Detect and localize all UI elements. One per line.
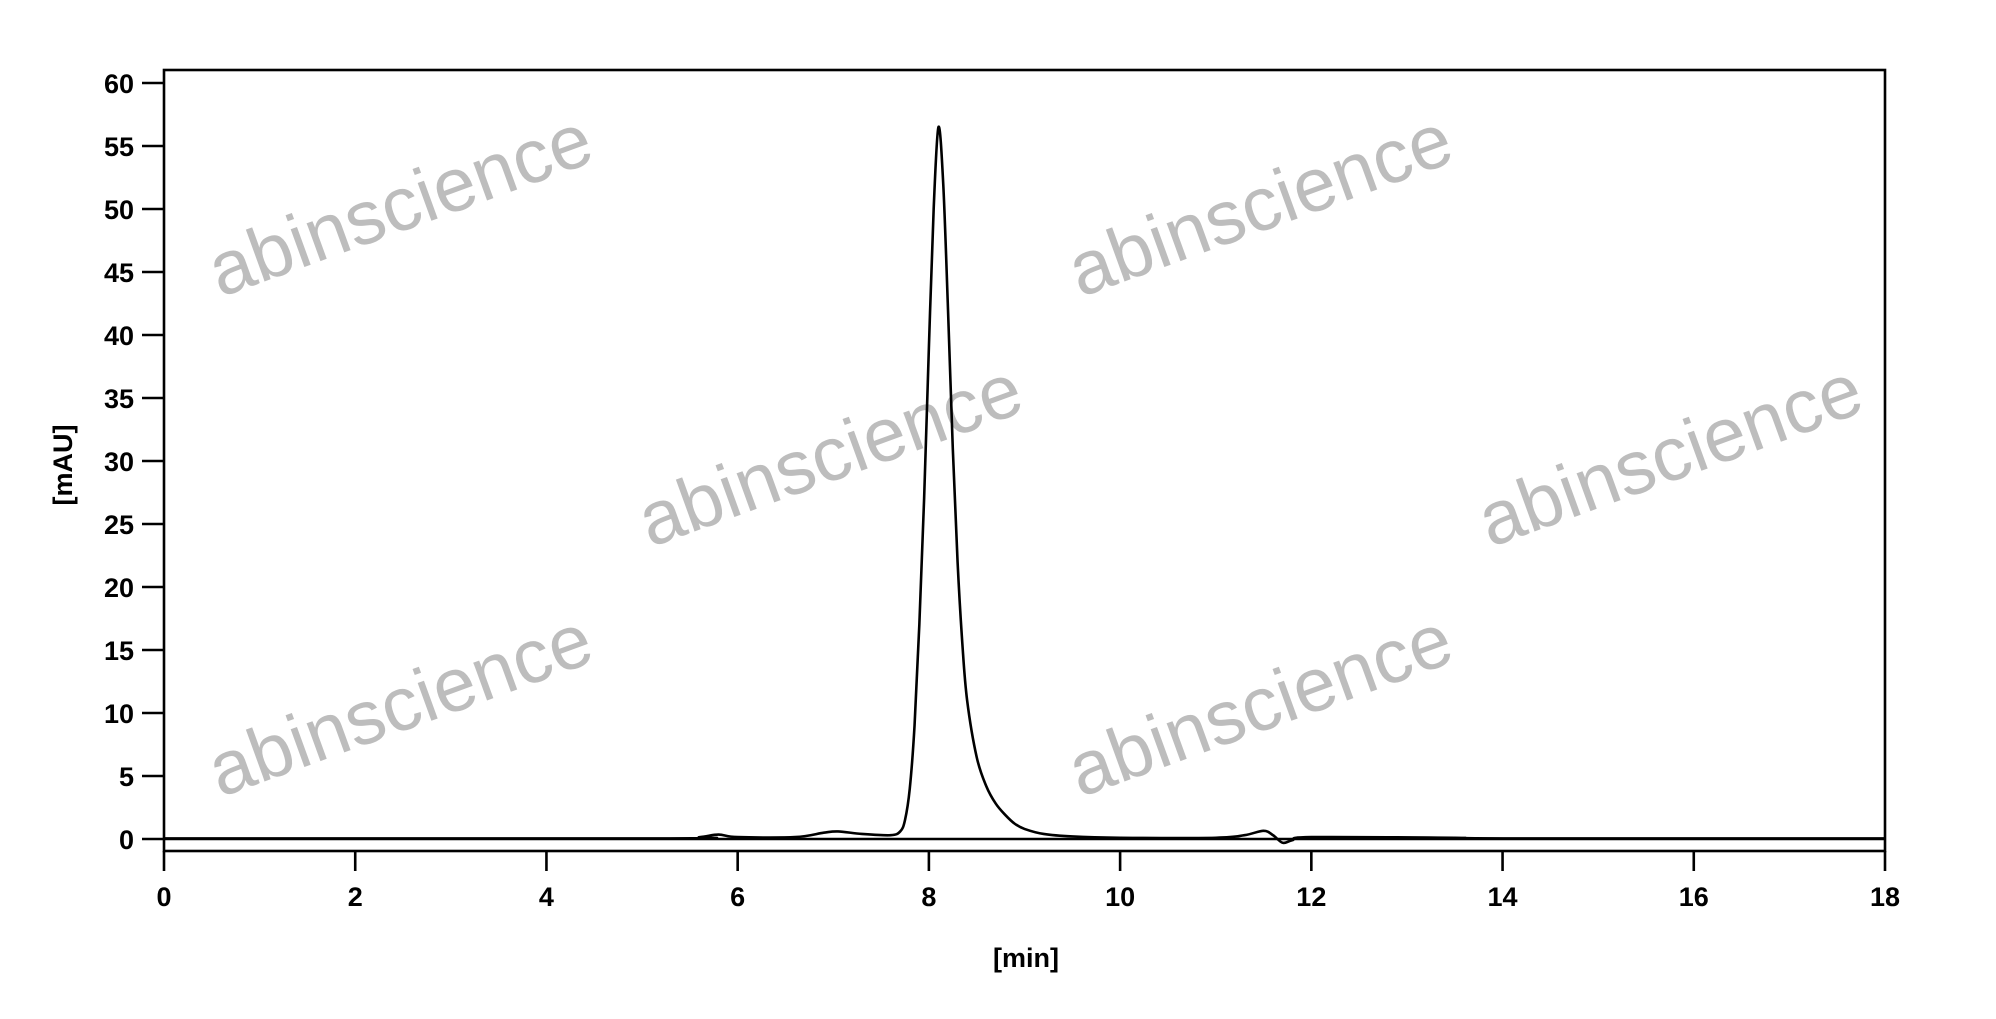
watermark-text: abinscience [1057,96,1463,313]
y-tick-label: 30 [104,447,134,477]
y-axis-label: [mAU] [48,425,78,506]
y-tick-label: 20 [104,573,134,603]
y-tick-label: 50 [104,195,134,225]
y-tick-label: 45 [104,258,134,288]
y-axis: 0 5 10 15 20 25 30 35 40 45 50 55 60 [104,69,164,855]
chromatogram-trace [163,125,1886,845]
y-tick-label: 5 [119,762,134,792]
x-tick-label: 8 [921,882,936,912]
y-tick-label: 10 [104,699,134,729]
y-tick-label: 35 [104,384,134,414]
x-tick-label: 16 [1679,882,1709,912]
x-axis-label: [min] [993,943,1059,973]
x-tick-label: 10 [1105,882,1135,912]
x-tick-label: 14 [1488,882,1518,912]
watermark-text: abinscience [1057,596,1463,813]
x-axis: 0 2 4 6 8 10 12 14 16 18 [156,851,1900,912]
x-tick-label: 4 [539,882,554,912]
watermark-text: abinscience [627,346,1033,563]
x-tick-label: 2 [348,882,363,912]
y-tick-label: 15 [104,636,134,666]
y-tick-label: 0 [119,825,134,855]
x-tick-label: 0 [156,882,171,912]
watermark-text: abinscience [1467,346,1873,563]
y-tick-label: 40 [104,321,134,351]
watermark-text: abinscience [197,96,603,313]
y-tick-label: 25 [104,510,134,540]
y-tick-label: 55 [104,132,134,162]
x-tick-label: 18 [1870,882,1900,912]
y-tick-label: 60 [104,69,134,99]
x-tick-label: 12 [1296,882,1326,912]
x-tick-label: 6 [730,882,745,912]
watermark-text: abinscience [197,596,603,813]
